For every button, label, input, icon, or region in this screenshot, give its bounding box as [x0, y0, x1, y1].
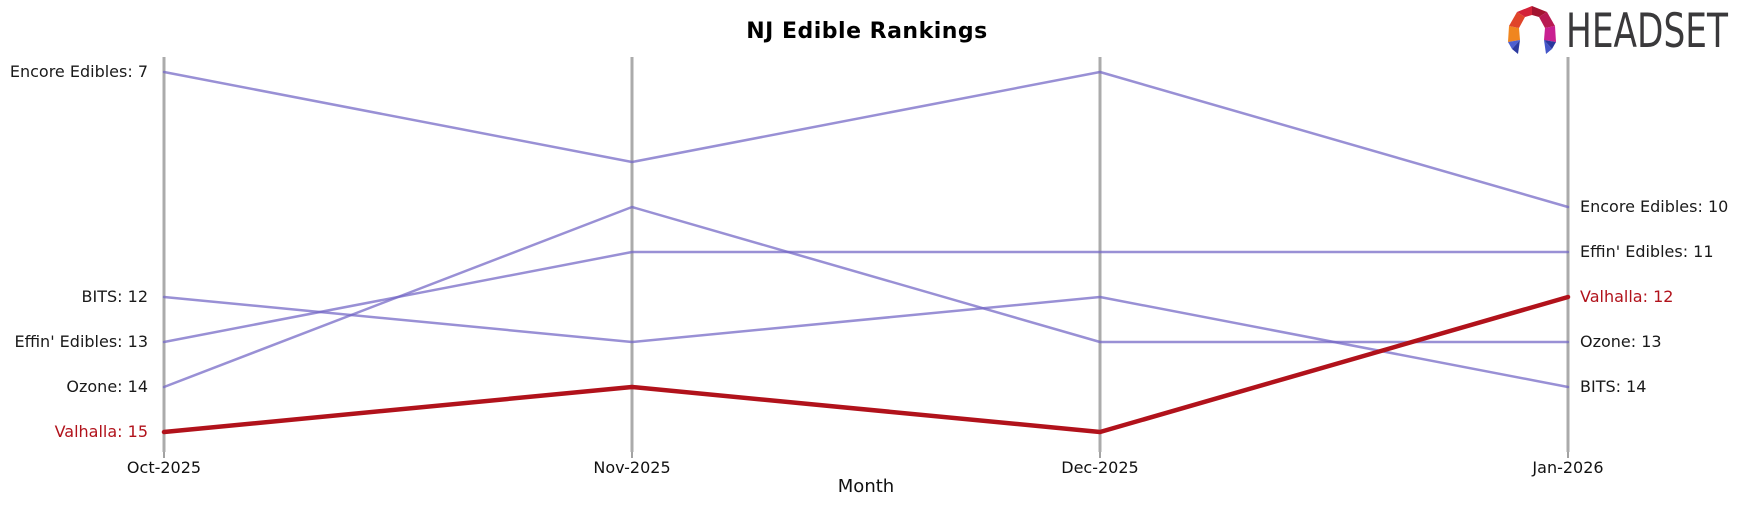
right-rank-label: Encore Edibles: 10 — [1580, 197, 1729, 216]
headset-logo: HEADSET — [1500, 3, 1740, 59]
logo-facet-magenta — [1544, 26, 1556, 42]
series-line-encore-edibles — [162, 70, 1570, 209]
x-axis-title: Month — [837, 476, 895, 497]
logo-facet-orange — [1508, 26, 1520, 42]
x-tick-label: Jan-2026 — [1532, 458, 1604, 477]
series-line-valhalla — [161, 294, 1571, 435]
logo-foot-right-light — [1544, 40, 1552, 54]
logo-facet-redorange — [1509, 12, 1525, 28]
left-rank-label: Ozone: 14 — [66, 377, 148, 396]
right-rank-label: Valhalla: 12 — [1580, 287, 1674, 306]
left-rank-label: BITS: 12 — [81, 287, 148, 306]
x-tick-label: Oct-2025 — [126, 458, 202, 477]
logo-foot-right-dark — [1544, 40, 1556, 49]
headset-logo-svg: HEADSET — [1508, 4, 1728, 59]
right-rank-label: Effin' Edibles: 11 — [1580, 242, 1714, 261]
logo-facet-crimson — [1539, 12, 1555, 28]
series-line-effin-edibles — [162, 250, 1570, 344]
right-rank-label: Ozone: 13 — [1580, 332, 1662, 351]
logo-facet-darkred — [1532, 6, 1547, 17]
logo-foot-left-light — [1508, 40, 1520, 49]
logo-foot-left-dark — [1512, 40, 1520, 54]
chart-title: NJ Edible Rankings — [746, 19, 988, 44]
left-rank-label: Encore Edibles: 7 — [9, 62, 148, 81]
left-rank-label: Effin' Edibles: 13 — [14, 332, 148, 351]
logo-facet-red — [1517, 6, 1532, 17]
right-rank-label: BITS: 14 — [1580, 377, 1647, 396]
series-line-ozone — [162, 205, 1570, 389]
x-tick-label: Dec-2025 — [1061, 458, 1139, 477]
x-tick-label: Nov-2025 — [593, 458, 671, 477]
headset-icon — [1508, 6, 1556, 54]
headset-logo-text: HEADSET — [1566, 4, 1728, 59]
left-rank-label: Valhalla: 15 — [54, 422, 148, 441]
